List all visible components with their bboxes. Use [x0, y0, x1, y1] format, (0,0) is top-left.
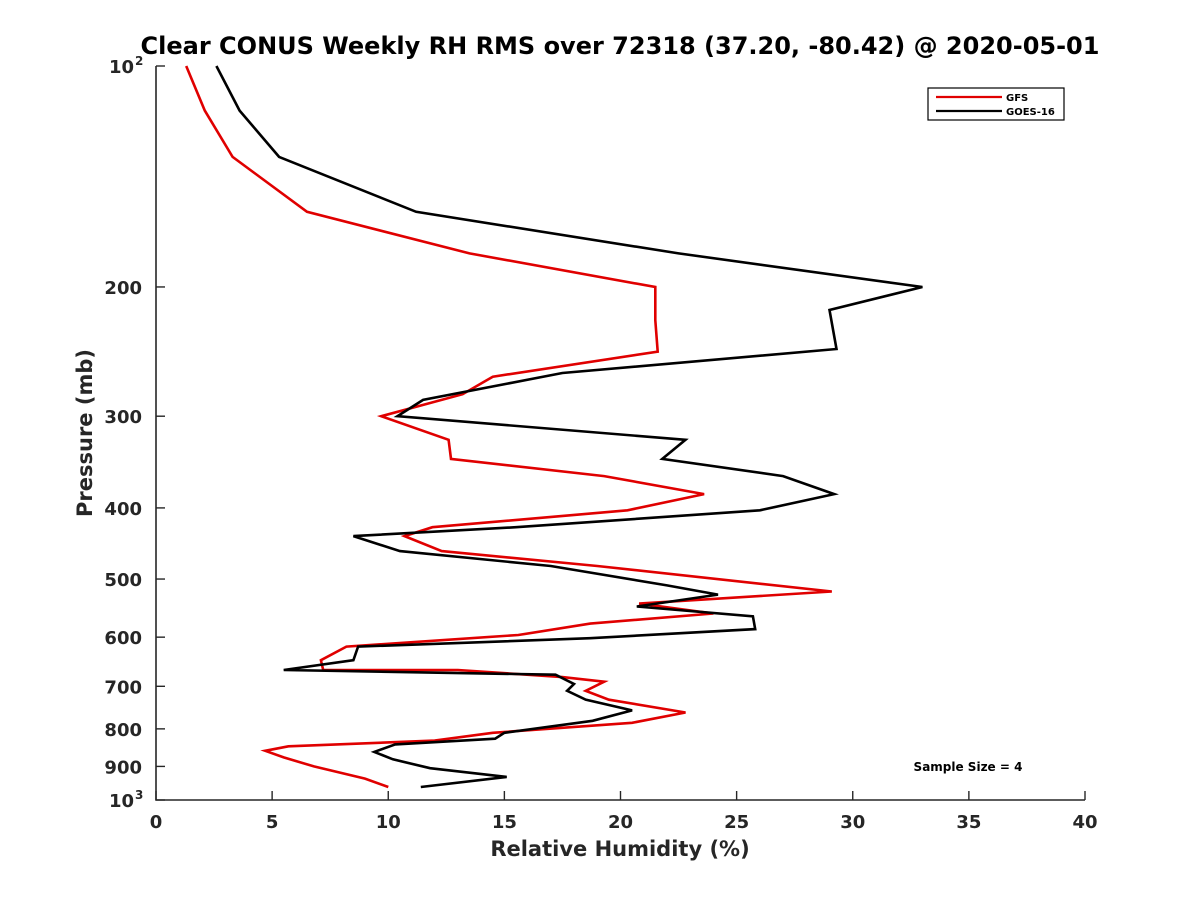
y-tick-label: 700 — [104, 677, 142, 698]
legend: GFS GOES-16 — [927, 87, 1065, 121]
plot-area: 0 5 10 15 20 25 30 35 40 10 220030040050060070080… — [104, 54, 1097, 833]
x-tick-label: 10 — [376, 812, 401, 833]
y-tick-label: 300 — [104, 407, 142, 428]
legend-label-gfs: GFS — [1006, 93, 1028, 104]
x-tick-label: 25 — [724, 812, 749, 833]
chart-title: Clear CONUS Weekly RH RMS over 72318 (37… — [141, 32, 1100, 60]
y-tick-label: 10 — [109, 791, 134, 812]
x-tick-label: 30 — [840, 812, 865, 833]
x-tick-label: 35 — [956, 812, 981, 833]
y-tick-label: 800 — [104, 720, 142, 741]
x-tick-label: 40 — [1072, 812, 1097, 833]
series-line-gfs — [185, 65, 832, 789]
x-tick-label: 15 — [492, 812, 517, 833]
y-tick-exponent: 2 — [135, 54, 143, 68]
x-axis-ticks: 0 5 10 15 20 25 30 35 40 — [150, 791, 1098, 833]
y-tick-label: 600 — [104, 628, 142, 649]
y-tick-label: 10 — [109, 57, 134, 78]
y-tick-exponent: 3 — [135, 788, 143, 802]
x-tick-label: 0 — [150, 812, 163, 833]
x-tick-label: 20 — [608, 812, 633, 833]
series-layer — [185, 65, 923, 789]
x-tick-label: 5 — [266, 812, 279, 833]
y-tick-label: 200 — [104, 278, 142, 299]
y-tick-label: 400 — [104, 499, 142, 520]
x-axis-label: Relative Humidity (%) — [490, 837, 749, 861]
legend-label-goes16: GOES-16 — [1006, 107, 1055, 118]
legend-box — [927, 87, 1065, 121]
y-tick-label: 500 — [104, 570, 142, 591]
y-axis-label: Pressure (mb) — [73, 349, 97, 517]
sample-size-annotation: Sample Size = 4 — [914, 760, 1023, 774]
y-tick-label: 900 — [104, 757, 142, 778]
series-line-goes16 — [215, 65, 923, 789]
